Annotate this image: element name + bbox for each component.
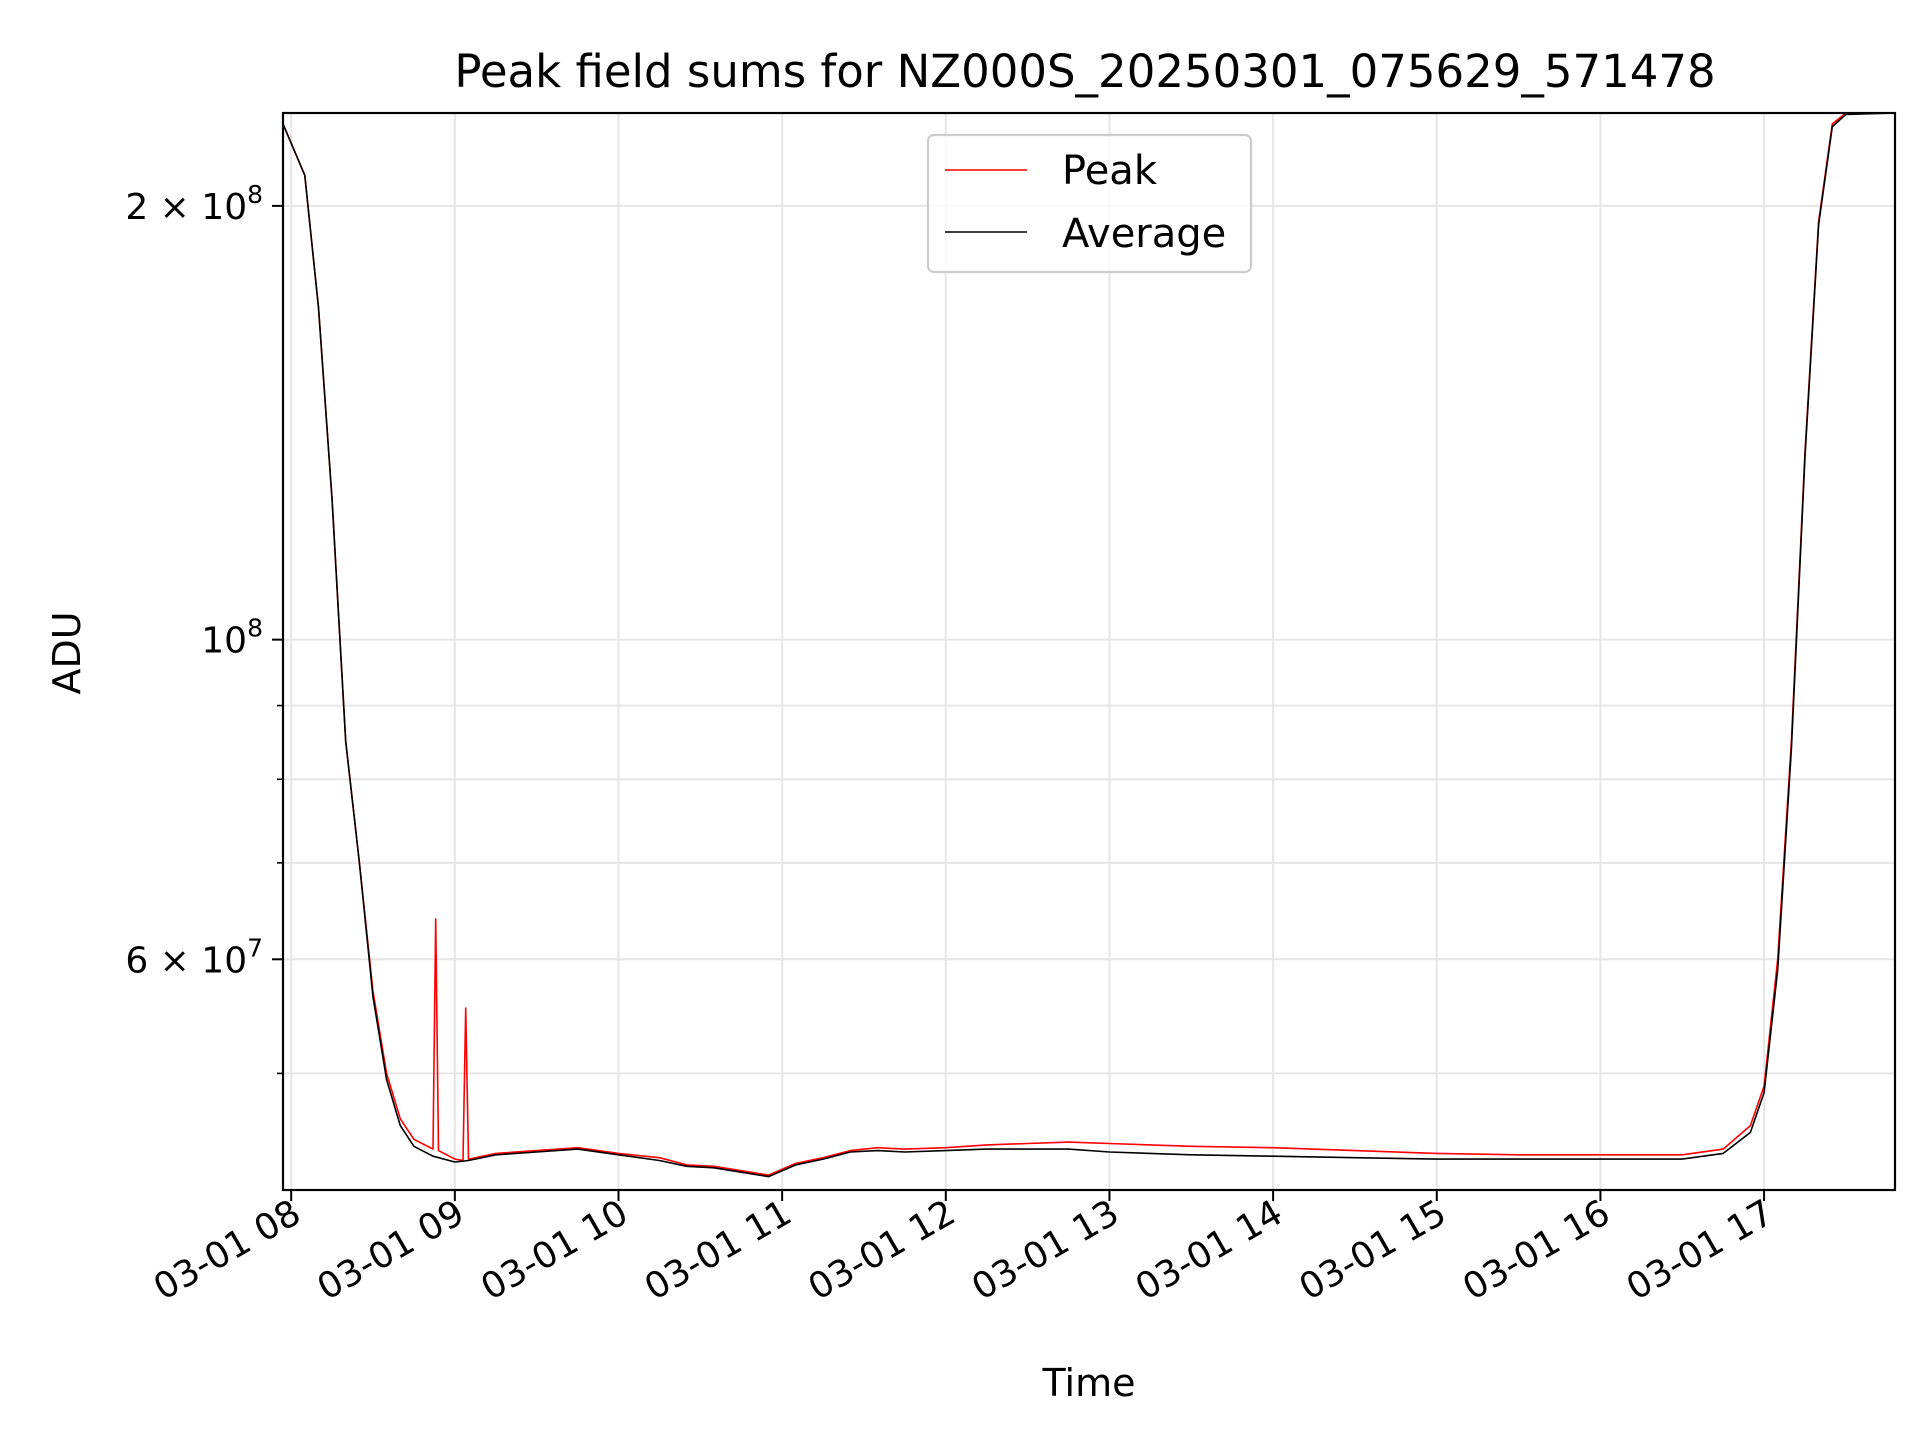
y-axis-label: ADU (45, 611, 89, 694)
plot-frame (281, 111, 1897, 1192)
series-layer (282, 112, 1896, 1178)
chart-title: Peak field sums for NZ000S_20250301_0756… (454, 45, 1715, 98)
series-line-peak (282, 112, 1895, 1176)
x-axis-label: Time (1042, 1361, 1136, 1405)
series-line-average (282, 112, 1896, 1178)
y-tick-label: 2 × 108 (125, 180, 263, 228)
legend: Peak Average (926, 133, 1253, 274)
y-tick-label: 108 (201, 614, 263, 662)
legend-label-peak: Peak (1062, 148, 1158, 194)
y-tick-label: 6 × 107 (125, 933, 263, 981)
legend-label-average: Average (1062, 211, 1226, 257)
